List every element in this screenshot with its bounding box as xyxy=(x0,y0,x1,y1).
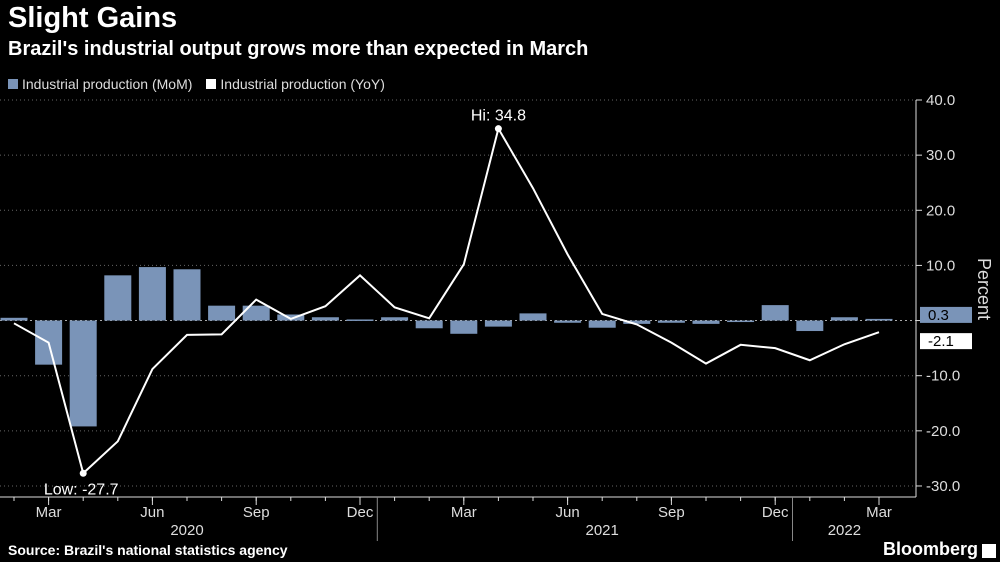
y-tick-label: -10.0 xyxy=(926,368,960,385)
legend: Industrial production (MoM) Industrial p… xyxy=(8,76,385,92)
y-tick-label: 30.0 xyxy=(926,147,955,164)
bar xyxy=(277,314,305,321)
x-tick-label: Mar xyxy=(36,504,62,521)
x-tick-label: Jun xyxy=(140,504,164,521)
source-note: Source: Brazil's national statistics age… xyxy=(8,542,288,558)
year-label: 2020 xyxy=(170,522,203,539)
annotation-label: Hi: 34.8 xyxy=(471,108,526,125)
bar xyxy=(381,317,409,321)
bar xyxy=(830,317,858,321)
x-tick-label: Jun xyxy=(556,504,580,521)
bar xyxy=(519,313,547,321)
year-label: 2021 xyxy=(586,522,619,539)
x-tick-label: Sep xyxy=(658,504,685,521)
legend-swatch-yoy xyxy=(206,79,217,89)
bar xyxy=(796,320,824,332)
bar xyxy=(415,320,443,329)
bar xyxy=(346,319,374,321)
bar xyxy=(761,305,789,321)
bar xyxy=(588,320,616,328)
bar xyxy=(0,317,28,321)
legend-label-yoy: Industrial production (YoY) xyxy=(220,76,385,92)
bar xyxy=(208,305,236,321)
y-tick-label: 10.0 xyxy=(926,257,955,274)
end-label-box-mom xyxy=(920,306,972,323)
y-tick-label: -20.0 xyxy=(926,423,960,440)
annotation-label: Low: -27.7 xyxy=(44,481,119,498)
legend-item-mom: Industrial production (MoM) xyxy=(8,76,192,92)
bloomberg-icon xyxy=(982,544,996,558)
x-tick-label: Dec xyxy=(347,504,374,521)
bar xyxy=(138,267,166,321)
end-label-yoy: -2.1 xyxy=(928,333,954,350)
chart-title: Slight Gains xyxy=(8,2,178,34)
bar xyxy=(242,305,270,321)
bar xyxy=(692,320,720,324)
chart-subtitle: Brazil's industrial output grows more th… xyxy=(8,38,589,60)
bar xyxy=(623,320,651,324)
annotation-dot xyxy=(494,125,502,133)
y-tick-label: -30.0 xyxy=(926,478,960,495)
x-tick-label: Mar xyxy=(866,504,892,521)
annotation-dot xyxy=(79,469,87,477)
bar xyxy=(450,320,478,334)
x-tick-label: Dec xyxy=(762,504,789,521)
legend-label-mom: Industrial production (MoM) xyxy=(22,76,193,92)
bar xyxy=(104,275,132,321)
end-label-box-yoy xyxy=(920,333,972,350)
brand-logo-text: Bloomberg xyxy=(882,539,978,559)
bar xyxy=(311,317,339,321)
end-label-mom: 0.3 xyxy=(928,307,949,324)
x-tick-label: Sep xyxy=(243,504,270,521)
x-tick-label: Mar xyxy=(451,504,477,521)
year-label: 2022 xyxy=(828,522,861,539)
legend-swatch-mom xyxy=(8,79,18,89)
bar xyxy=(554,320,582,323)
y-tick-label: 20.0 xyxy=(926,202,955,219)
y-axis-title: Percent xyxy=(974,258,994,320)
bar xyxy=(69,320,97,427)
bar xyxy=(484,320,512,327)
bar xyxy=(727,320,755,323)
y-tick-label: 40.0 xyxy=(926,92,955,109)
bar xyxy=(865,318,893,321)
bar xyxy=(657,320,685,323)
legend-item-yoy: Industrial production (YoY) xyxy=(206,76,385,92)
bar xyxy=(173,269,201,321)
yoy-line xyxy=(13,126,880,476)
